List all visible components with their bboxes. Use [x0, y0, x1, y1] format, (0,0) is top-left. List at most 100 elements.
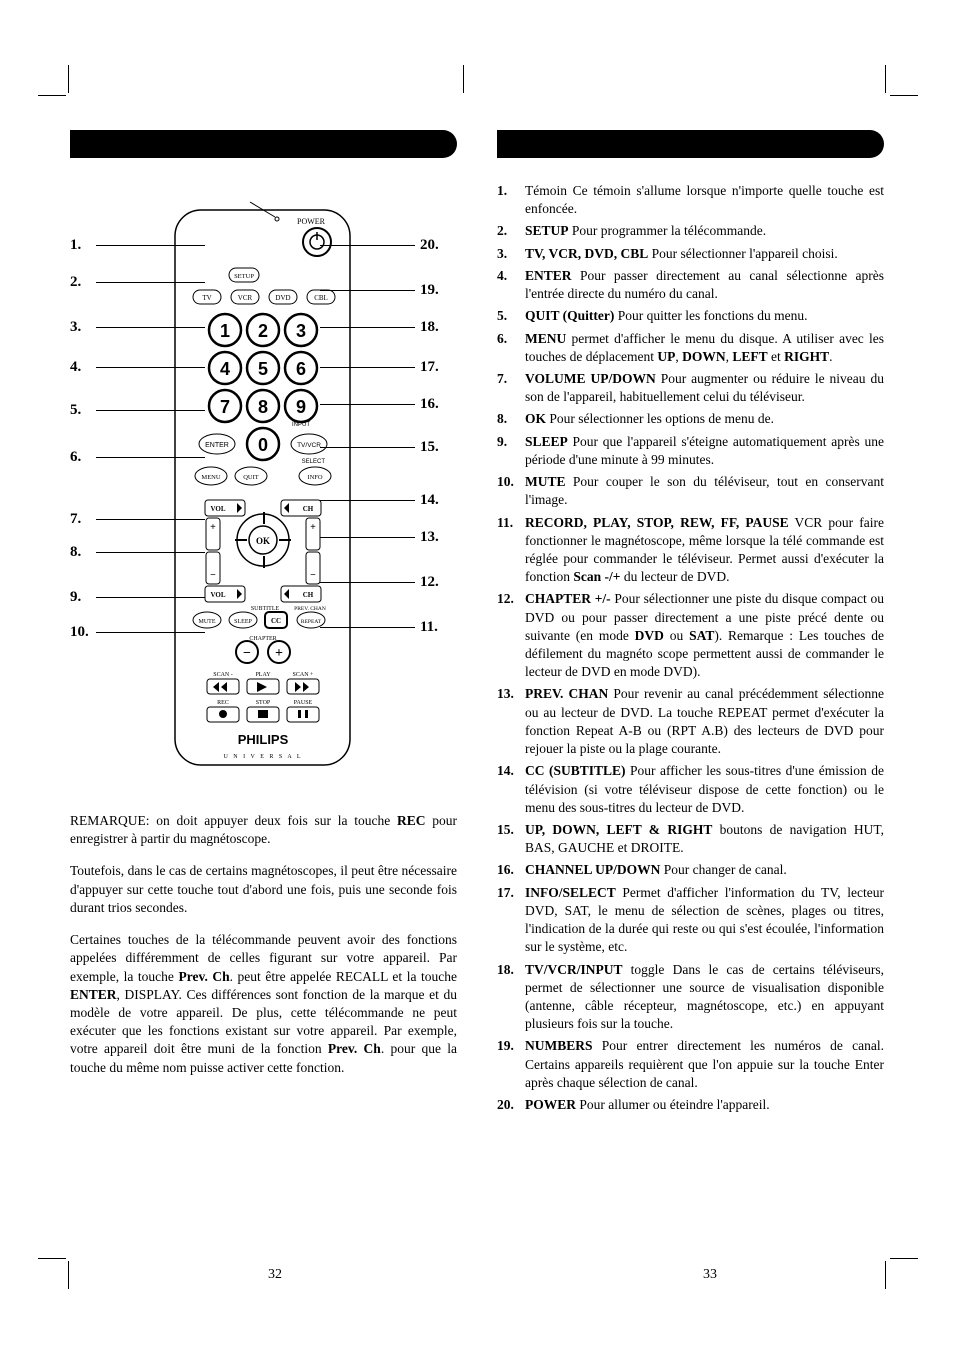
- svg-text:9: 9: [296, 397, 306, 417]
- svg-text:4: 4: [220, 359, 230, 379]
- svg-text:CH: CH: [303, 591, 314, 599]
- definition-item: 8.OK Pour sélectionner les options de me…: [497, 410, 884, 428]
- svg-text:DVD: DVD: [275, 294, 290, 302]
- definition-number: 5.: [497, 307, 525, 325]
- svg-text:SLEEP: SLEEP: [234, 619, 252, 625]
- svg-text:INPUT: INPUT: [292, 422, 310, 428]
- definition-number: 9.: [497, 433, 525, 469]
- definition-number: 20.: [497, 1096, 525, 1114]
- definition-body: CHANNEL UP/DOWN Pour changer de canal.: [525, 861, 884, 879]
- right-column: 1.Témoin Ce témoin s'allume lorsque n'im…: [497, 130, 884, 1118]
- svg-text:TV/VCR: TV/VCR: [297, 442, 321, 449]
- definition-body: Témoin Ce témoin s'allume lorsque n'impo…: [525, 182, 884, 218]
- callout-12: 12.: [420, 574, 439, 591]
- svg-text:2: 2: [258, 321, 268, 341]
- svg-text:QUIT: QUIT: [243, 474, 259, 481]
- svg-text:SETUP: SETUP: [234, 273, 254, 280]
- svg-text:+: +: [275, 646, 283, 661]
- section-bar-left: [70, 130, 457, 158]
- body-paragraph: Toutefois, dans le cas de certains magné…: [70, 862, 457, 917]
- svg-text:PREV. CHAN: PREV. CHAN: [294, 606, 326, 612]
- svg-text:6: 6: [296, 359, 306, 379]
- definition-number: 12.: [497, 590, 525, 681]
- definition-number: 18.: [497, 961, 525, 1034]
- svg-text:ENTER: ENTER: [205, 442, 229, 449]
- page-number-right: 33: [690, 1267, 730, 1283]
- definition-body: MENU permet d'afficher le menu du disque…: [525, 330, 884, 366]
- svg-text:7: 7: [220, 397, 230, 417]
- callout-19: 19.: [420, 282, 439, 299]
- definition-body: SETUP Pour programmer la télécommande.: [525, 222, 884, 240]
- callout-5: 5.: [70, 402, 81, 419]
- svg-text:+: +: [210, 522, 216, 533]
- definition-body: TV, VCR, DVD, CBL Pour sélectionner l'ap…: [525, 245, 884, 263]
- body-paragraph: REMARQUE: on doit appuyer deux fois sur …: [70, 812, 457, 848]
- svg-text:REC: REC: [217, 700, 229, 706]
- callout-17: 17.: [420, 359, 439, 376]
- svg-text:TV: TV: [202, 294, 211, 302]
- definition-body: VOLUME UP/DOWN Pour augmenter ou réduire…: [525, 370, 884, 406]
- definition-body: OK Pour sélectionner les options de menu…: [525, 410, 884, 428]
- svg-text:−: −: [210, 570, 216, 581]
- callout-18: 18.: [420, 319, 439, 336]
- definition-body: INFO/SELECT Permet d'afficher l'informat…: [525, 884, 884, 957]
- definition-body: PREV. CHAN Pour revenir au canal précéde…: [525, 685, 884, 758]
- definition-number: 16.: [497, 861, 525, 879]
- definition-number: 13.: [497, 685, 525, 758]
- definition-body: NUMBERS Pour entrer directement les numé…: [525, 1037, 884, 1092]
- remote-svg: POWER SETUP TV VCR DVD CBL: [165, 182, 360, 782]
- svg-text:VOL: VOL: [210, 591, 225, 599]
- definition-body: MUTE Pour couper le son du téléviseur, t…: [525, 473, 884, 509]
- callout-13: 13.: [420, 529, 439, 546]
- definition-number: 8.: [497, 410, 525, 428]
- callout-20: 20.: [420, 237, 439, 254]
- section-bar-right: [497, 130, 884, 158]
- definition-number: 14.: [497, 762, 525, 817]
- definition-item: 19.NUMBERS Pour entrer directement les n…: [497, 1037, 884, 1092]
- svg-text:SCAN -: SCAN -: [213, 672, 233, 678]
- callout-11: 11.: [420, 619, 438, 636]
- callout-9: 9.: [70, 589, 81, 606]
- callout-6: 6.: [70, 449, 81, 466]
- svg-text:POWER: POWER: [297, 217, 326, 226]
- definition-number: 19.: [497, 1037, 525, 1092]
- definition-item: 4.ENTER Pour passer directement au canal…: [497, 267, 884, 303]
- definition-item: 15.UP, DOWN, LEFT & RIGHT boutons de nav…: [497, 821, 884, 857]
- definition-number: 10.: [497, 473, 525, 509]
- definition-item: 16.CHANNEL UP/DOWN Pour changer de canal…: [497, 861, 884, 879]
- definition-number: 3.: [497, 245, 525, 263]
- svg-text:REPEAT: REPEAT: [301, 619, 322, 625]
- callout-7: 7.: [70, 511, 81, 528]
- callout-16: 16.: [420, 396, 439, 413]
- definition-item: 6.MENU permet d'afficher le menu du disq…: [497, 330, 884, 366]
- svg-text:STOP: STOP: [256, 700, 271, 706]
- svg-text:0: 0: [258, 435, 268, 455]
- svg-text:SCAN +: SCAN +: [293, 672, 315, 678]
- definition-body: POWER Pour allumer ou éteindre l'apparei…: [525, 1096, 884, 1114]
- definition-body: CHAPTER +/- Pour sélectionner une piste …: [525, 590, 884, 681]
- definition-item: 14.CC (SUBTITLE) Pour afficher les sous-…: [497, 762, 884, 817]
- body-paragraph: Certaines touches de la télécommande peu…: [70, 931, 457, 1077]
- remote-illustration: 1.2.3.4.5.6.7.8.9.10.20.19.18.17.16.15.1…: [70, 182, 457, 782]
- svg-text:CBL: CBL: [314, 294, 328, 302]
- svg-text:OK: OK: [256, 536, 270, 546]
- definition-number: 1.: [497, 182, 525, 218]
- definition-item: 11.RECORD, PLAY, STOP, REW, FF, PAUSE VC…: [497, 514, 884, 587]
- definition-item: 9.SLEEP Pour que l'appareil s'éteigne au…: [497, 433, 884, 469]
- definition-item: 7.VOLUME UP/DOWN Pour augmenter ou rédui…: [497, 370, 884, 406]
- definition-item: 1.Témoin Ce témoin s'allume lorsque n'im…: [497, 182, 884, 218]
- definition-item: 3.TV, VCR, DVD, CBL Pour sélectionner l'…: [497, 245, 884, 263]
- definition-number: 17.: [497, 884, 525, 957]
- svg-text:−: −: [243, 646, 251, 661]
- definition-body: CC (SUBTITLE) Pour afficher les sous-tit…: [525, 762, 884, 817]
- definition-body: TV/VCR/INPUT toggle Dans le cas de certa…: [525, 961, 884, 1034]
- svg-text:INFO: INFO: [307, 474, 322, 481]
- svg-text:VOL: VOL: [210, 505, 225, 513]
- definition-item: 2.SETUP Pour programmer la télécommande.: [497, 222, 884, 240]
- definition-number: 4.: [497, 267, 525, 303]
- callout-15: 15.: [420, 439, 439, 456]
- definition-number: 7.: [497, 370, 525, 406]
- definition-number: 6.: [497, 330, 525, 366]
- definition-item: 20.POWER Pour allumer ou éteindre l'appa…: [497, 1096, 884, 1114]
- definition-item: 5.QUIT (Quitter) Pour quitter les foncti…: [497, 307, 884, 325]
